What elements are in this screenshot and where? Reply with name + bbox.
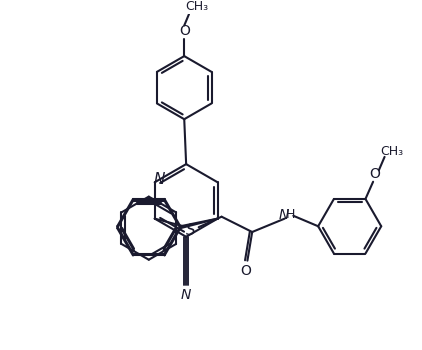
Text: N: N xyxy=(279,208,289,222)
Text: O: O xyxy=(179,24,189,38)
Text: N: N xyxy=(181,288,191,302)
Text: CH₃: CH₃ xyxy=(381,145,404,158)
Text: O: O xyxy=(240,264,251,278)
Text: N: N xyxy=(154,172,165,187)
Text: CH₃: CH₃ xyxy=(185,0,208,13)
Text: S: S xyxy=(186,223,196,238)
Text: O: O xyxy=(370,167,381,181)
Text: H: H xyxy=(286,208,295,221)
